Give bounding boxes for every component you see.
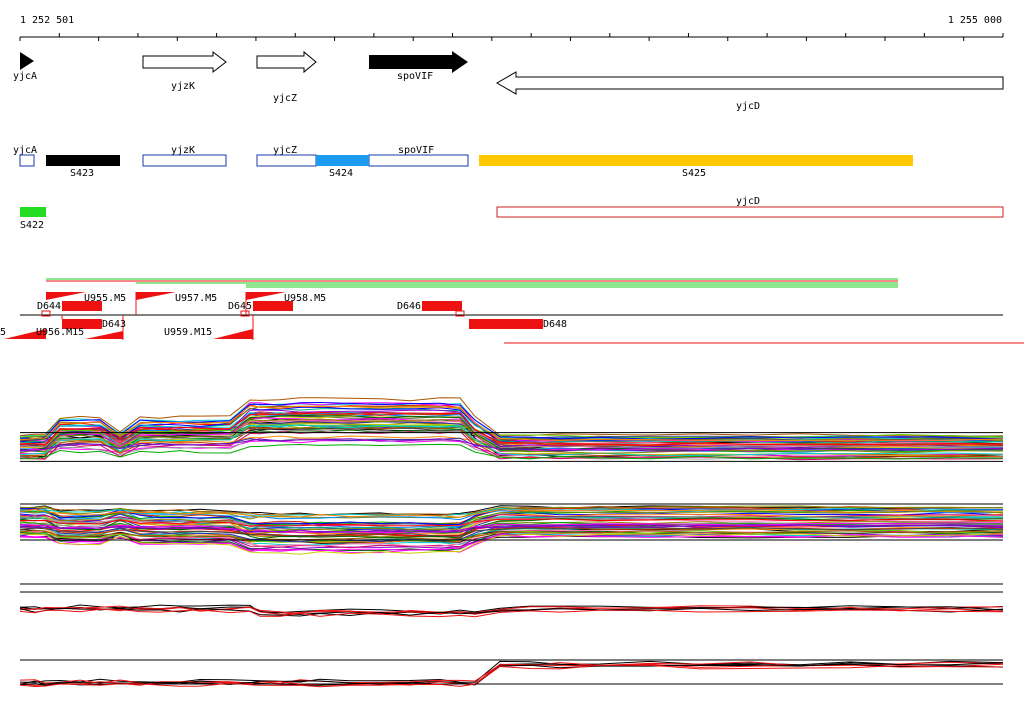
feature-triangle-U959[interactable] <box>213 329 253 339</box>
gene-arrow-yjcD[interactable] <box>496 71 1004 95</box>
segment-box-yjcZ[interactable] <box>256 154 317 167</box>
ruler-ticks <box>19 33 1004 41</box>
track3-box-label-yjcD: yjcD <box>736 196 760 207</box>
profile-line <box>19 505 1004 520</box>
segment-box-yjcA[interactable] <box>19 154 35 167</box>
feature-triangle-lower-left[interactable] <box>4 329 46 339</box>
feature-label: U958.M5 <box>284 293 326 304</box>
feature-label: 5 <box>0 327 6 338</box>
profile-line <box>19 522 1004 534</box>
profile-line <box>19 608 1004 618</box>
gene-label-yjcD: yjcD <box>736 101 760 112</box>
feature-block-D645[interactable] <box>253 301 293 311</box>
profile-line <box>19 529 1004 541</box>
features-track: D644 U955.M5 U957.M5 D645 U958.M5 D646 5… <box>0 278 1024 344</box>
segment-S423[interactable] <box>46 155 120 166</box>
profile-line <box>19 526 1004 544</box>
feature-triangle-U958[interactable] <box>246 292 286 300</box>
profile-line <box>19 664 1004 688</box>
ruler-start-label: 1 252 501 <box>20 15 74 26</box>
gene-arrow-yjzK[interactable] <box>142 50 227 74</box>
profile-line <box>19 418 1004 454</box>
feature-label: D643 <box>102 319 126 330</box>
profile-line <box>19 529 1004 543</box>
segment-label-S424: S424 <box>329 168 353 179</box>
track3-box-yjcD[interactable] <box>496 206 1004 218</box>
feature-block-D643[interactable] <box>62 319 102 329</box>
gene-arrow-spoVIF[interactable] <box>369 51 468 73</box>
gene-label-yjcZ: yjcZ <box>273 93 297 104</box>
profile-line <box>19 517 1004 540</box>
profile-line <box>19 510 1004 532</box>
gene-track: yjcA yjzK yjcZ spoVIF yjcD <box>13 50 1004 112</box>
feature-block-D646[interactable] <box>422 301 462 311</box>
profile-line <box>19 443 1004 460</box>
segment-label-S422: S422 <box>20 220 44 231</box>
segment-box-spoVIF[interactable] <box>368 154 469 167</box>
feature-label: U955.M5 <box>84 293 126 304</box>
ruler-end-label: 1 255 000 <box>948 15 1002 26</box>
segment-box-label-yjcZ: yjcZ <box>273 145 297 156</box>
segment-box-label-yjzK: yjzK <box>171 145 195 156</box>
feature-marker <box>240 310 250 317</box>
segment-S422[interactable] <box>20 207 46 217</box>
feature-label: D646 <box>397 301 421 312</box>
feature-label: D644 <box>37 301 61 312</box>
profile-line <box>19 606 1004 615</box>
feature-marker <box>41 310 51 317</box>
gene-label-yjcA: yjcA <box>13 71 37 82</box>
segment-S424[interactable] <box>316 155 369 166</box>
profile-line <box>19 516 1004 526</box>
segment-box-label-spoVIF: spoVIF <box>398 145 434 156</box>
segment-label-S423: S423 <box>70 168 94 179</box>
expression-panel-3 <box>19 583 1004 618</box>
profile-line <box>19 524 1004 533</box>
track-3: S422 yjcD <box>20 196 1004 231</box>
profile-line <box>19 518 1004 527</box>
feature-label: U959.M15 <box>164 327 212 338</box>
feature-marker <box>455 310 465 317</box>
gene-arrow-yjcZ[interactable] <box>256 50 317 74</box>
profile-line <box>19 533 1004 555</box>
segment-box-yjzK[interactable] <box>142 154 227 167</box>
expression-panel-2 <box>19 503 1004 555</box>
feature-triangle-U957[interactable] <box>136 292 176 300</box>
profile-line <box>19 424 1004 444</box>
expression-panel-4 <box>19 659 1004 688</box>
segment-S425[interactable] <box>479 155 913 166</box>
expression-panel-1 <box>19 397 1004 462</box>
gene-label-spoVIF: spoVIF <box>397 71 433 82</box>
feature-block-D648[interactable] <box>469 319 543 329</box>
feature-triangle-U956[interactable] <box>85 331 123 339</box>
profile-line <box>19 508 1004 518</box>
feature-label: U956.M15 <box>36 327 84 338</box>
feature-label: D645 <box>228 301 252 312</box>
ruler: 1 252 501 1 255 000 <box>19 15 1004 41</box>
profile-line <box>19 438 1004 452</box>
profile-line <box>19 405 1004 441</box>
gene-label-yjzK: yjzK <box>171 81 195 92</box>
feature-block-D644[interactable] <box>62 301 102 311</box>
profile-line <box>19 411 1004 446</box>
profile-line <box>19 401 1004 440</box>
feature-triangle-U955[interactable] <box>46 292 86 300</box>
profile-line <box>19 522 1004 532</box>
feature-label: U957.M5 <box>175 293 217 304</box>
segment-box-label-yjcA: yjcA <box>13 145 37 156</box>
gene-arrow-yjcA[interactable] <box>20 52 34 70</box>
segment-track: yjcA S423 yjzK yjcZ spoVIF S424 S425 <box>13 145 913 179</box>
feature-label: D648 <box>543 319 567 330</box>
profile-line <box>19 397 1004 437</box>
segment-label-S425: S425 <box>682 168 706 179</box>
profile-line <box>19 663 1004 686</box>
